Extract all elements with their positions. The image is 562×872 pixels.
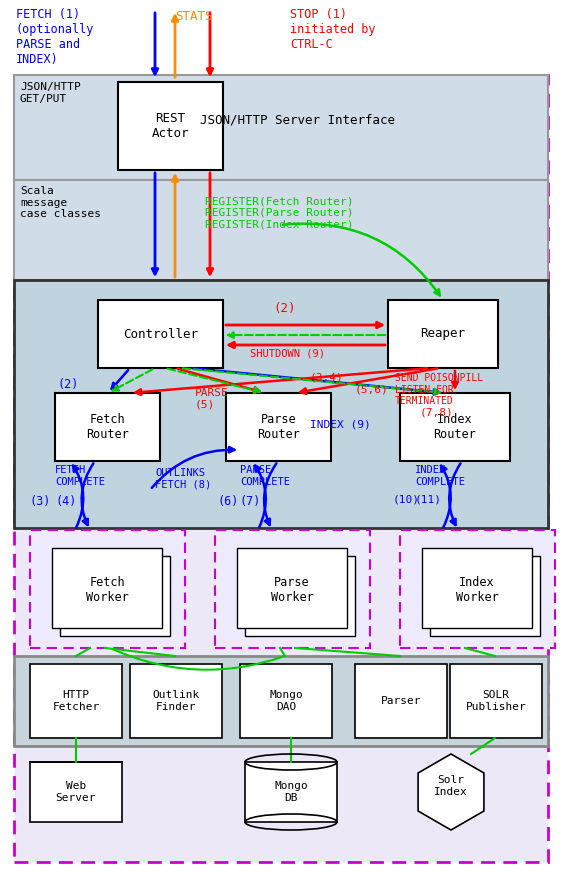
Text: (3): (3): [30, 495, 51, 508]
Text: Solr
Index: Solr Index: [434, 775, 468, 797]
Polygon shape: [418, 754, 484, 830]
Bar: [14, 180, 548, 280]
Text: (3,4): (3,4): [310, 373, 344, 383]
Text: INDEX
COMPLETE: INDEX COMPLETE: [415, 465, 465, 487]
Text: Index
Worker: Index Worker: [456, 576, 498, 604]
Text: SHUTDOWN (9): SHUTDOWN (9): [250, 348, 325, 358]
Text: FETCH (1)
(optionally
PARSE and
INDEX): FETCH (1) (optionally PARSE and INDEX): [16, 8, 94, 66]
Text: Mongo
DB: Mongo DB: [274, 781, 308, 803]
Text: HTTP
Fetcher: HTTP Fetcher: [52, 691, 99, 712]
Bar: [30, 664, 122, 738]
Bar: [14, 656, 548, 746]
Text: Scala
message
case classes: Scala message case classes: [20, 186, 101, 219]
Text: REGISTER(Fetch Router)
REGISTER(Parse Router)
REGISTER(Index Router): REGISTER(Fetch Router) REGISTER(Parse Ro…: [205, 196, 353, 229]
Bar: [237, 548, 347, 628]
Text: Parser: Parser: [380, 696, 422, 706]
Bar: [30, 762, 122, 822]
Text: (7,8): (7,8): [420, 408, 454, 418]
Text: PARSE
(5): PARSE (5): [195, 388, 229, 410]
Bar: [60, 556, 170, 636]
Text: FETCH
COMPLETE: FETCH COMPLETE: [55, 465, 105, 487]
Text: Mongo
DAO: Mongo DAO: [269, 691, 303, 712]
Bar: [400, 393, 510, 461]
Text: (6): (6): [218, 495, 239, 508]
Bar: [215, 530, 370, 648]
Text: (2): (2): [274, 302, 296, 315]
Bar: [240, 664, 332, 738]
Bar: [226, 393, 331, 461]
Text: INDEX (9): INDEX (9): [310, 420, 371, 430]
Text: Web
Server: Web Server: [56, 781, 96, 803]
Text: (11): (11): [415, 495, 442, 505]
Text: STOP (1)
initiated by
CTRL-C: STOP (1) initiated by CTRL-C: [290, 8, 375, 51]
Bar: [14, 280, 548, 528]
Bar: [14, 75, 548, 180]
Bar: [422, 548, 532, 628]
Text: Reaper: Reaper: [420, 328, 465, 340]
Bar: [355, 664, 447, 738]
Text: Fetch
Worker: Fetch Worker: [85, 576, 128, 604]
Bar: [55, 393, 160, 461]
Text: STATS: STATS: [175, 10, 212, 23]
Text: SOLR
Publisher: SOLR Publisher: [466, 691, 527, 712]
Text: Index
Router: Index Router: [434, 413, 477, 441]
Text: (5,6): (5,6): [355, 385, 389, 395]
Bar: [130, 664, 222, 738]
Text: Parse
Router: Parse Router: [257, 413, 300, 441]
Text: JSON/HTTP
GET/PUT: JSON/HTTP GET/PUT: [20, 82, 81, 104]
Bar: [118, 82, 223, 170]
Bar: [245, 762, 337, 822]
Text: PARSE
COMPLETE: PARSE COMPLETE: [240, 465, 290, 487]
Text: OUTLINKS
FETCH (8): OUTLINKS FETCH (8): [155, 468, 211, 489]
Text: (2): (2): [58, 378, 79, 392]
Text: SEND POISONPILL
LISTEN FOR
TERMINATED: SEND POISONPILL LISTEN FOR TERMINATED: [395, 373, 483, 406]
Text: Outlink
Finder: Outlink Finder: [152, 691, 200, 712]
Text: (7): (7): [240, 495, 261, 508]
Text: Parse
Worker: Parse Worker: [271, 576, 314, 604]
Bar: [98, 300, 223, 368]
Bar: [400, 530, 555, 648]
Bar: [52, 548, 162, 628]
Text: Fetch
Router: Fetch Router: [86, 413, 129, 441]
Bar: [245, 556, 355, 636]
Bar: [430, 556, 540, 636]
Text: Controller: Controller: [123, 328, 198, 340]
Text: (4): (4): [55, 495, 76, 508]
Bar: [388, 300, 498, 368]
Text: JSON/HTTP Server Interface: JSON/HTTP Server Interface: [200, 113, 395, 126]
Bar: [30, 530, 185, 648]
Text: REST
Actor: REST Actor: [152, 112, 189, 140]
Bar: [450, 664, 542, 738]
Text: (10): (10): [393, 495, 420, 505]
